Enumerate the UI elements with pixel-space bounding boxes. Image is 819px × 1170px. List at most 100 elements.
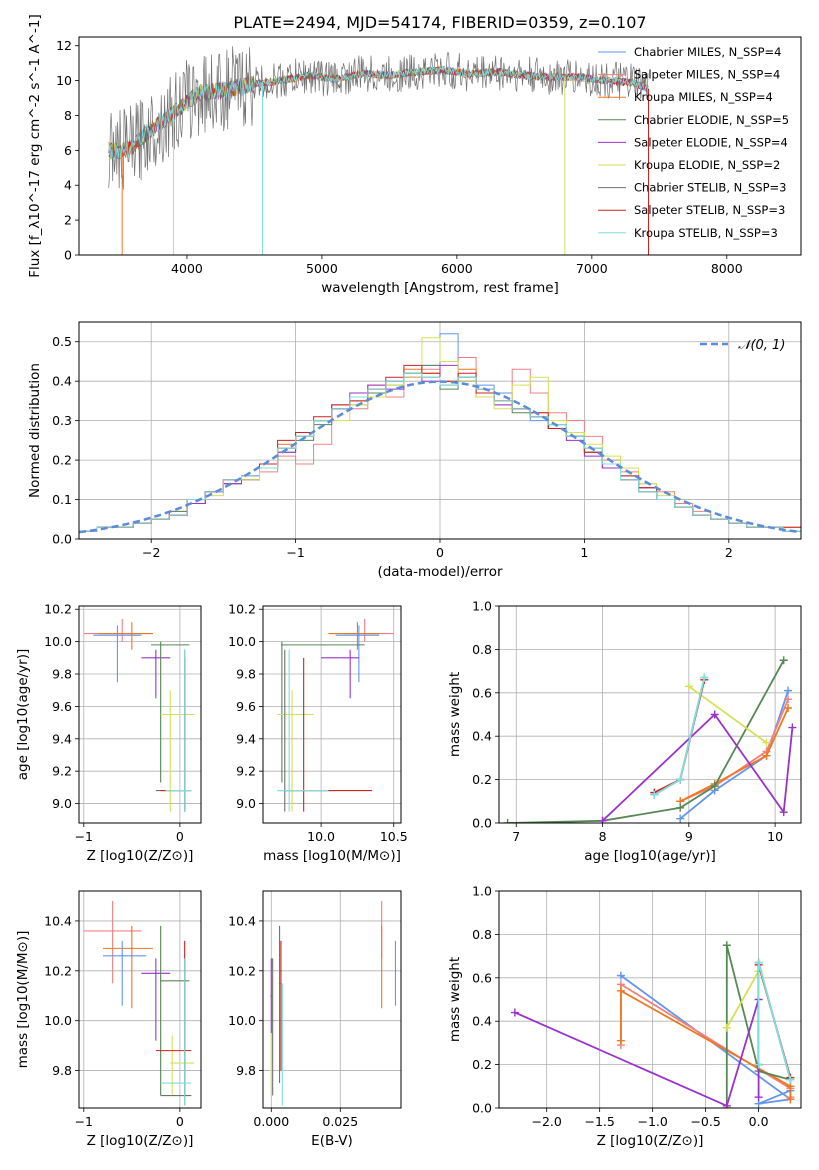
x-tick-label: 0 [436, 545, 444, 560]
y-axis-label: Normed distribution [27, 363, 43, 498]
panel-mass_vs_Z: −1 0 9.8 10.0 10.2 10.4 Z [log10(Z/Z⊙)] mass [l… [15, 890, 202, 1149]
x-tick-label: 4000 [171, 261, 203, 276]
x-tick-label: 0 [176, 1114, 184, 1129]
data-point [281, 644, 283, 646]
y-tick-label: 0.0 [472, 1101, 492, 1116]
legend-label: Kroupa STELIB, N_SSP=3 [634, 226, 778, 240]
y-axis-label: Flux [f_λ10^-17 erg cm^-2 s^-1 A^-1] [27, 14, 43, 277]
legend-label: Salpeter MILES, N_SSP=4 [634, 68, 780, 82]
legend-label: Chabrier ELODIE, N_SSP=5 [634, 113, 789, 127]
plus-marker [676, 803, 685, 812]
y-tick-label: 12 [56, 38, 72, 53]
legend-label: Chabrier MILES, N_SSP=4 [634, 45, 781, 59]
legend-label: Chabrier STELIB, N_SSP=3 [634, 181, 786, 195]
y-tick-label: 0.0 [52, 532, 72, 547]
x-tick-label: −1.5 [584, 1114, 614, 1129]
axes-frame [78, 321, 802, 540]
x-tick-label: −2.0 [532, 1114, 562, 1129]
y-tick-label: 9.8 [236, 667, 256, 682]
y-tick-label: 0.4 [472, 729, 492, 744]
x-axis-label: mass [log10(M/M⊙)] [263, 848, 401, 864]
data-point [183, 789, 186, 792]
x-tick-label: 10.0 [307, 829, 335, 844]
y-tick-label: 10.2 [44, 602, 72, 617]
plus-marker [779, 656, 788, 665]
x-tick-label: 1 [580, 545, 588, 560]
y-tick-label: 9.8 [52, 1063, 72, 1078]
panel-residuals: −2 −1 0 1 2 0.0 0.1 0.2 0.3 0.4 0.5 (data-model)/er… [27, 321, 802, 580]
y-tick-label: 9.2 [236, 764, 256, 779]
y-tick-label: 10.2 [44, 963, 72, 978]
y-axis-label: age [log10(age/yr)] [15, 649, 31, 781]
x-axis-label: E(B-V) [311, 1133, 353, 1149]
plus-marker [503, 819, 512, 823]
axes-frame [498, 605, 802, 824]
data-point [280, 970, 282, 972]
x-tick-label: 7000 [576, 261, 608, 276]
plot-area [270, 900, 397, 1106]
plus-marker [754, 1060, 763, 1069]
plot-area [108, 46, 650, 255]
plus-marker [510, 1008, 519, 1017]
panel-weight_vs_age: 7 8 9 10 0.0 0.2 0.4 0.6 0.8 1.0 age [log10(age/yr… [447, 599, 802, 864]
y-tick-label: 4 [64, 178, 72, 193]
y-axis-label: mass weight [447, 957, 463, 1042]
data-point [356, 632, 359, 635]
x-tick-label: −2 [142, 545, 160, 560]
weight-line [726, 970, 760, 1029]
x-tick-label: 9 [685, 829, 693, 844]
y-tick-label: 0.2 [472, 772, 492, 787]
plus-marker [784, 686, 793, 695]
x-tick-label: −1 [75, 829, 93, 844]
axes-frame [262, 890, 402, 1109]
y-tick-label: 10.2 [228, 963, 256, 978]
y-tick-label: 9.8 [52, 667, 72, 682]
y-tick-label: 10.0 [44, 1013, 72, 1028]
y-tick-label: 10.0 [228, 1013, 256, 1028]
x-tick-label: 8 [599, 829, 607, 844]
y-tick-label: 0.2 [52, 453, 72, 468]
spectrum-line [108, 46, 649, 190]
x-axis-label: (data-model)/error [377, 564, 503, 580]
data-point [155, 657, 157, 659]
data-point [155, 972, 157, 975]
plus-marker [616, 1036, 625, 1045]
weight-line [507, 659, 785, 823]
figure-title: PLATE=2494, MJD=54174, FIBERID=0359, z=0… [233, 13, 646, 32]
panel-age_vs_Z: −1 0 9.0 9.2 9.4 9.6 9.8 10.0 10.2 Z [log10(Z/Z⊙)… [15, 602, 202, 864]
weight-line [688, 685, 768, 744]
x-tick-label: −1 [286, 545, 304, 560]
y-tick-label: 8 [64, 108, 72, 123]
x-axis-label: Z [log10(Z/Z⊙)] [87, 1133, 194, 1149]
data-point [121, 955, 124, 957]
plus-marker [762, 738, 771, 747]
y-tick-label: 9.0 [52, 796, 72, 811]
plot-area [510, 941, 795, 1108]
y-tick-label: 0.2 [472, 1057, 492, 1072]
data-point [116, 634, 119, 636]
y-tick-label: 0.5 [52, 334, 72, 349]
y-tick-label: 9.4 [52, 731, 72, 746]
plus-marker [700, 673, 709, 682]
y-tick-label: 9.6 [236, 699, 256, 714]
x-tick-label: 2 [725, 545, 733, 560]
y-tick-label: 10.0 [228, 634, 256, 649]
data-point [131, 632, 133, 635]
data-point [111, 930, 114, 932]
plus-marker [754, 958, 763, 967]
x-tick-label: −0.5 [690, 1114, 720, 1129]
data-point [278, 982, 281, 985]
y-tick-label: 0.6 [472, 970, 492, 985]
weight-line [620, 989, 792, 1100]
axes-frame [78, 36, 802, 256]
data-point [270, 994, 273, 997]
x-axis-label: Z [log10(Z/Z⊙)] [597, 1133, 704, 1149]
plus-marker [779, 808, 788, 817]
plus-marker [616, 971, 625, 980]
plus-marker [722, 1023, 731, 1032]
x-tick-label: 0.025 [322, 1114, 358, 1129]
data-point [394, 970, 397, 972]
y-tick-label: 0.4 [52, 374, 72, 389]
weight-line [679, 707, 789, 803]
y-axis-label: mass [log10(M/M⊙)] [15, 931, 31, 1069]
